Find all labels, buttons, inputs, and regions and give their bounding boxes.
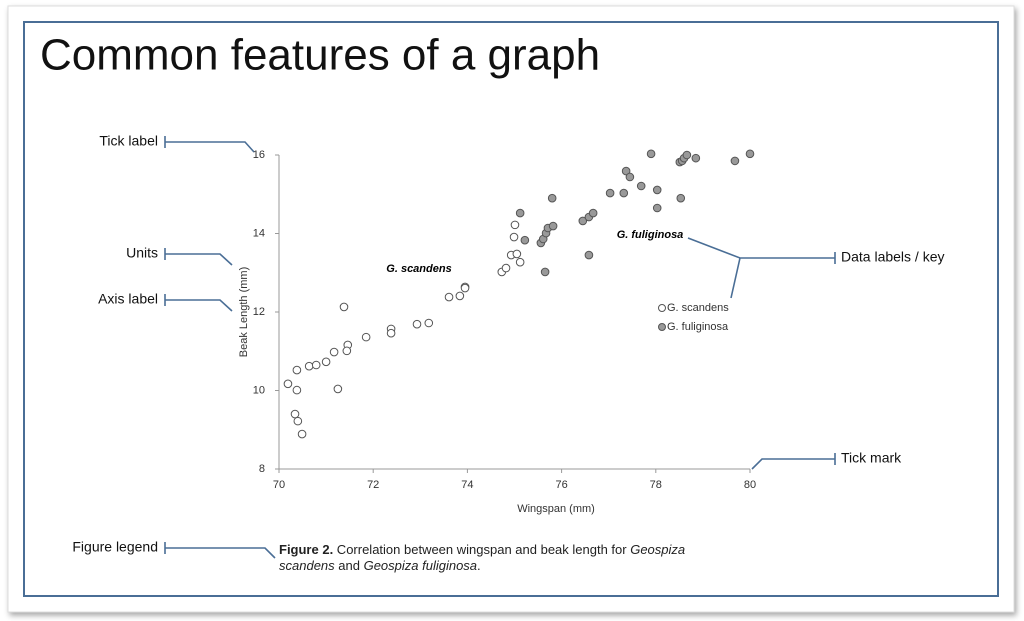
y-tick-label: 10 xyxy=(253,384,265,396)
point xyxy=(293,416,303,426)
point xyxy=(588,208,598,218)
point xyxy=(361,332,371,342)
point xyxy=(455,291,465,301)
callout: Tick mark xyxy=(841,450,902,466)
point xyxy=(342,346,352,356)
callout: Axis label xyxy=(98,291,158,307)
point xyxy=(621,166,631,176)
data-label: G. scandens xyxy=(386,263,451,275)
point xyxy=(619,188,629,198)
x-tick-label: 70 xyxy=(273,479,285,491)
point xyxy=(304,361,314,371)
x-tick-label: 74 xyxy=(461,479,473,491)
point xyxy=(547,193,557,203)
caption-part: Correlation between wingspan and beak le… xyxy=(333,542,631,557)
callout: Units xyxy=(126,245,158,261)
y-tick-label: 16 xyxy=(253,149,265,161)
callout-line xyxy=(751,453,836,470)
data-label: G. fuliginosa xyxy=(617,229,684,241)
point xyxy=(412,319,422,329)
point xyxy=(515,208,525,218)
point xyxy=(636,181,646,191)
x-axis-label: Wingspan (mm) xyxy=(517,503,595,515)
point xyxy=(548,221,558,231)
callout-line xyxy=(687,237,836,299)
point xyxy=(605,188,615,198)
point xyxy=(501,263,511,273)
frame xyxy=(23,21,999,597)
point xyxy=(515,257,525,267)
point xyxy=(311,360,321,370)
point xyxy=(460,283,470,293)
point xyxy=(339,302,349,312)
point xyxy=(682,150,692,160)
point xyxy=(424,318,434,328)
callout-line xyxy=(164,542,276,559)
point xyxy=(730,156,740,166)
point xyxy=(745,149,755,159)
y-axis-label: Beak Length (mm) xyxy=(238,267,250,357)
callout: Data labels / key xyxy=(841,249,945,265)
figure-caption: Figure 2. Correlation between wingspan a… xyxy=(279,542,719,574)
point xyxy=(329,347,339,357)
y-tick-label: 14 xyxy=(253,227,265,239)
point xyxy=(509,232,519,242)
x-tick-label: 78 xyxy=(650,479,662,491)
point xyxy=(292,385,302,395)
x-tick-label: 76 xyxy=(555,479,567,491)
point xyxy=(652,185,662,195)
point xyxy=(520,235,530,245)
point xyxy=(292,365,302,375)
x-tick-label: 72 xyxy=(367,479,379,491)
legend-marker xyxy=(658,323,666,331)
point xyxy=(297,429,307,439)
callout: Figure legend xyxy=(72,539,158,555)
caption-part: . xyxy=(477,558,481,573)
y-tick-label: 12 xyxy=(253,306,265,318)
legend-label: G. fuliginosa xyxy=(667,321,729,333)
legend-label: G. scandens xyxy=(667,302,729,314)
point xyxy=(386,328,396,338)
caption-part: Geospiza scandens xyxy=(279,542,689,573)
caption-part: and xyxy=(334,558,364,573)
caption-part: Figure 2. xyxy=(279,542,334,557)
point xyxy=(584,250,594,260)
point xyxy=(444,292,454,302)
callout-line xyxy=(164,294,233,312)
point xyxy=(625,172,635,182)
y-tick-label: 8 xyxy=(259,463,265,475)
caption-part: Geospiza fuliginosa xyxy=(363,558,478,573)
point xyxy=(333,384,343,394)
callout-line xyxy=(164,248,233,266)
point xyxy=(321,357,331,367)
legend-marker xyxy=(658,304,666,312)
callout: Tick label xyxy=(99,133,158,149)
point xyxy=(652,203,662,213)
point xyxy=(283,379,293,389)
callout-line xyxy=(164,136,255,153)
point xyxy=(691,153,701,163)
point xyxy=(578,216,588,226)
slide-title: Common features of a graph xyxy=(40,31,600,80)
x-tick-label: 80 xyxy=(744,479,756,491)
point xyxy=(540,267,550,277)
point xyxy=(512,249,522,259)
point xyxy=(676,193,686,203)
point xyxy=(646,149,656,159)
point xyxy=(290,409,300,419)
point xyxy=(510,220,520,230)
